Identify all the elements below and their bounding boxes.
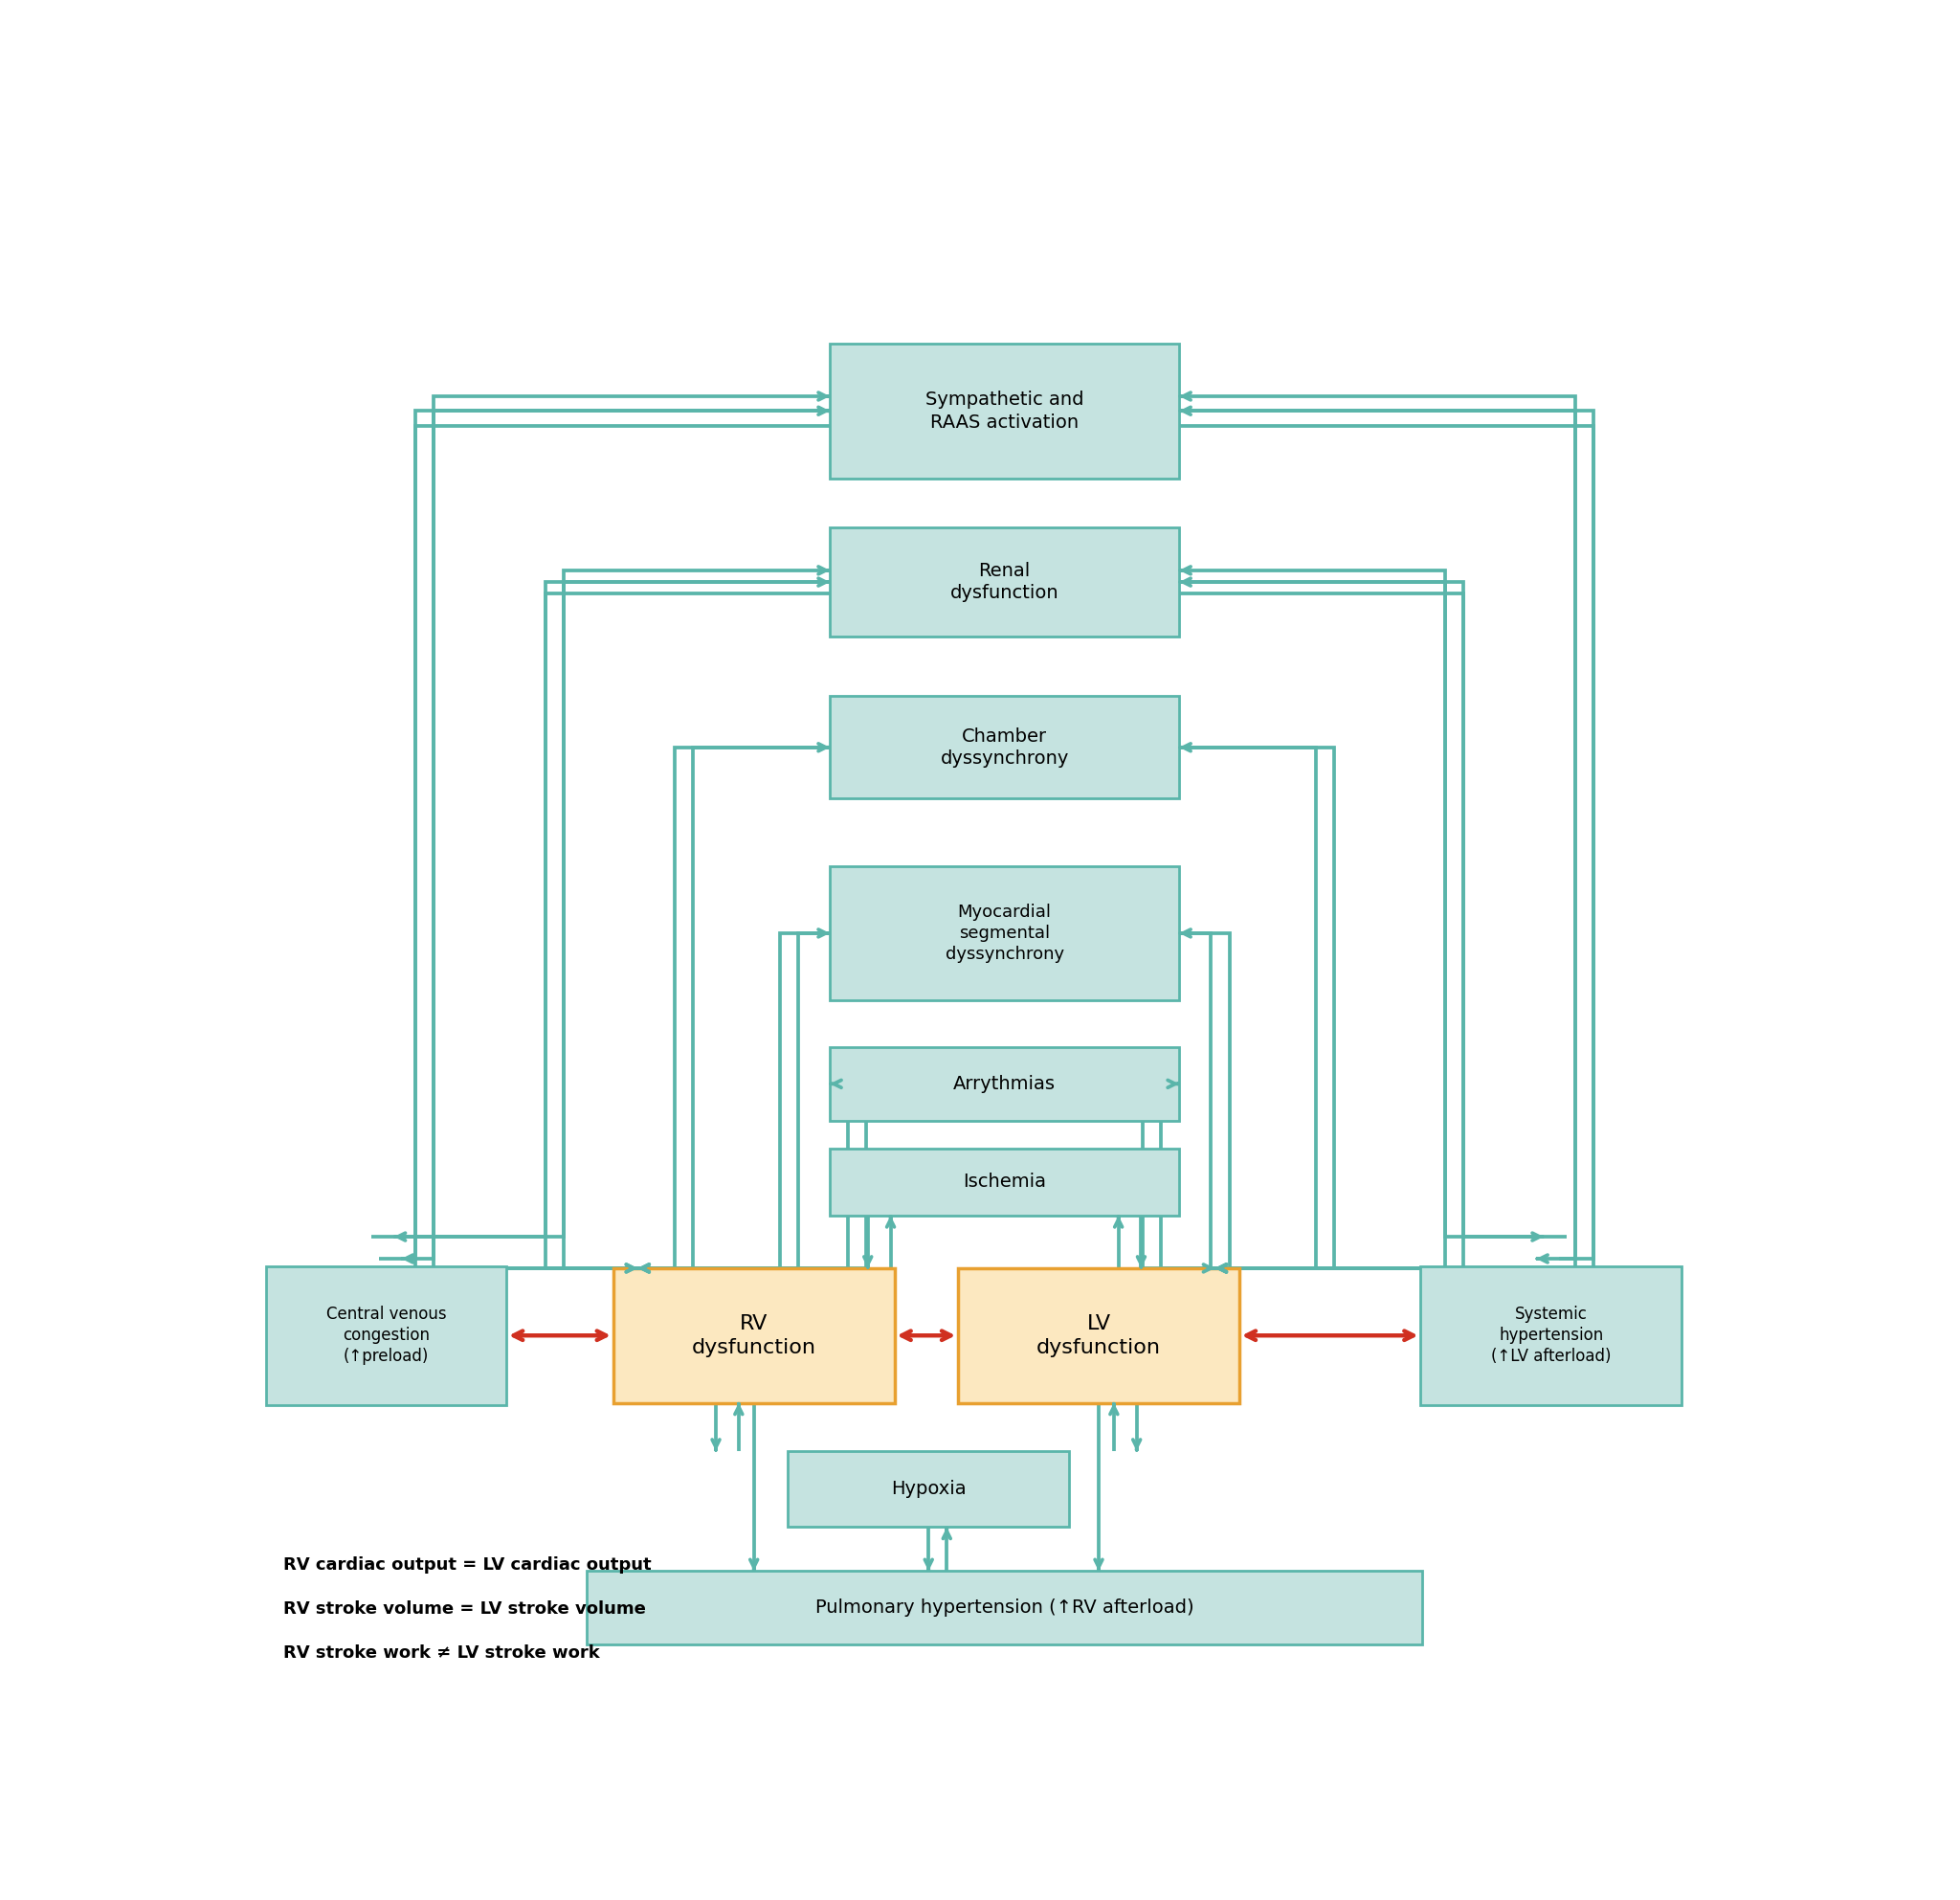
Text: Chamber
dyssynchrony: Chamber dyssynchrony — [941, 728, 1068, 768]
Text: RV stroke volume = LV stroke volume: RV stroke volume = LV stroke volume — [282, 1600, 645, 1617]
Text: Arrythmias: Arrythmias — [953, 1075, 1056, 1092]
Text: Ischemia: Ischemia — [962, 1172, 1047, 1191]
FancyBboxPatch shape — [829, 526, 1180, 636]
FancyBboxPatch shape — [829, 866, 1180, 1001]
FancyBboxPatch shape — [829, 695, 1180, 798]
Text: Myocardial
segmental
dyssynchrony: Myocardial segmental dyssynchrony — [945, 902, 1064, 963]
FancyBboxPatch shape — [829, 1148, 1180, 1216]
Text: Sympathetic and
RAAS activation: Sympathetic and RAAS activation — [925, 391, 1084, 431]
Text: RV
dysfunction: RV dysfunction — [692, 1315, 815, 1357]
FancyBboxPatch shape — [1421, 1265, 1682, 1404]
FancyBboxPatch shape — [829, 344, 1180, 479]
FancyBboxPatch shape — [829, 1047, 1180, 1121]
Text: Hypoxia: Hypoxia — [892, 1480, 966, 1499]
Text: RV cardiac output = LV cardiac output: RV cardiac output = LV cardiac output — [282, 1556, 651, 1573]
FancyBboxPatch shape — [586, 1571, 1423, 1644]
Text: LV
dysfunction: LV dysfunction — [1037, 1315, 1160, 1357]
FancyBboxPatch shape — [613, 1267, 894, 1402]
Text: Central venous
congestion
(↑preload): Central venous congestion (↑preload) — [325, 1305, 447, 1366]
Text: Pulmonary hypertension (↑RV afterload): Pulmonary hypertension (↑RV afterload) — [815, 1598, 1194, 1617]
Text: Systemic
hypertension
(↑LV afterload): Systemic hypertension (↑LV afterload) — [1492, 1305, 1611, 1366]
Text: Renal
dysfunction: Renal dysfunction — [951, 562, 1058, 602]
FancyBboxPatch shape — [788, 1452, 1068, 1528]
FancyBboxPatch shape — [958, 1267, 1239, 1402]
Text: RV stroke work ≠ LV stroke work: RV stroke work ≠ LV stroke work — [282, 1645, 600, 1662]
FancyBboxPatch shape — [267, 1265, 506, 1404]
